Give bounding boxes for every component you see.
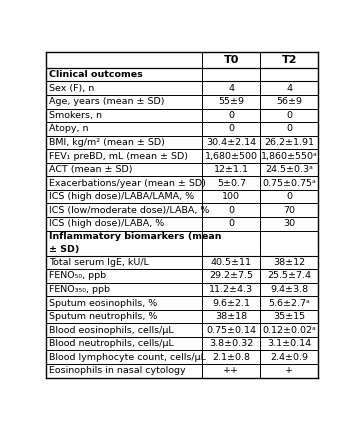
Text: T2: T2 (282, 55, 297, 65)
Text: 1,860±550ᵃ: 1,860±550ᵃ (261, 151, 318, 161)
Text: 55±9: 55±9 (218, 97, 244, 106)
Text: 5±0.7: 5±0.7 (217, 178, 246, 187)
Text: 5.6±2.7ᵃ: 5.6±2.7ᵃ (268, 298, 310, 308)
Text: 0.12±0.02ᵃ: 0.12±0.02ᵃ (262, 326, 316, 334)
Text: Age, years (mean ± SD): Age, years (mean ± SD) (49, 97, 164, 106)
Text: FEV₁ preBD, mL (mean ± SD): FEV₁ preBD, mL (mean ± SD) (49, 151, 188, 161)
Text: Total serum IgE, kU/L: Total serum IgE, kU/L (49, 258, 149, 267)
Text: 56±9: 56±9 (276, 97, 302, 106)
Text: 2.1±0.8: 2.1±0.8 (212, 353, 250, 362)
Text: Exacerbations/year (mean ± SD): Exacerbations/year (mean ± SD) (49, 178, 206, 187)
Text: Eosinophils in nasal cytology: Eosinophils in nasal cytology (49, 366, 186, 375)
Text: Blood neutrophils, cells/μL: Blood neutrophils, cells/μL (49, 339, 174, 348)
Text: 30: 30 (283, 219, 295, 228)
Text: 0: 0 (286, 125, 292, 133)
Text: 40.5±11: 40.5±11 (211, 258, 252, 267)
Text: 70: 70 (283, 206, 295, 215)
Text: 3.8±0.32: 3.8±0.32 (209, 339, 253, 348)
Text: ++: ++ (223, 366, 239, 375)
Text: 0: 0 (286, 111, 292, 120)
Text: 1,680±500: 1,680±500 (205, 151, 258, 161)
Text: 24.5±0.3ᵃ: 24.5±0.3ᵃ (265, 165, 313, 174)
Text: Sex (F), n: Sex (F), n (49, 84, 94, 93)
Text: ICS (high dose)/LABA, %: ICS (high dose)/LABA, % (49, 219, 164, 228)
Text: 2.4±0.9: 2.4±0.9 (270, 353, 308, 362)
Text: 0.75±0.14: 0.75±0.14 (206, 326, 256, 334)
Text: 0.75±0.75ᵃ: 0.75±0.75ᵃ (262, 178, 316, 187)
Text: 30.4±2.14: 30.4±2.14 (206, 138, 256, 147)
Text: 12±1.1: 12±1.1 (214, 165, 249, 174)
Text: 9.6±2.1: 9.6±2.1 (212, 298, 250, 308)
Text: T0: T0 (224, 55, 239, 65)
Text: +: + (285, 366, 293, 375)
Text: 3.1±0.14: 3.1±0.14 (267, 339, 311, 348)
Text: 0: 0 (228, 219, 234, 228)
Text: 38±12: 38±12 (273, 258, 305, 267)
Text: Inflammatory biomarkers (mean: Inflammatory biomarkers (mean (49, 232, 222, 241)
Text: 4: 4 (286, 84, 292, 93)
Text: ± SD): ± SD) (49, 245, 80, 254)
Text: 11.2±4.3: 11.2±4.3 (209, 285, 253, 294)
Text: Atopy, n: Atopy, n (49, 125, 88, 133)
Text: FENO₃₅₀, ppb: FENO₃₅₀, ppb (49, 285, 110, 294)
Text: Sputum neutrophils, %: Sputum neutrophils, % (49, 312, 157, 321)
Text: 38±18: 38±18 (215, 312, 247, 321)
Text: 0: 0 (228, 125, 234, 133)
Text: ICS (low/moderate dose)/LABA, %: ICS (low/moderate dose)/LABA, % (49, 206, 209, 215)
Text: ICS (high dose)/LABA/LAMA, %: ICS (high dose)/LABA/LAMA, % (49, 192, 194, 201)
Text: 4: 4 (228, 84, 234, 93)
Text: Sputum eosinophils, %: Sputum eosinophils, % (49, 298, 157, 308)
Text: FENO₅₀, ppb: FENO₅₀, ppb (49, 272, 106, 280)
Text: BMI, kg/m² (mean ± SD): BMI, kg/m² (mean ± SD) (49, 138, 165, 147)
Text: Blood lymphocyte count, cells/μL: Blood lymphocyte count, cells/μL (49, 353, 206, 362)
Text: 35±15: 35±15 (273, 312, 305, 321)
Text: 26.2±1.91: 26.2±1.91 (264, 138, 314, 147)
Text: Blood eosinophils, cells/μL: Blood eosinophils, cells/μL (49, 326, 174, 334)
Text: Smokers, n: Smokers, n (49, 111, 102, 120)
Text: ACT (mean ± SD): ACT (mean ± SD) (49, 165, 132, 174)
Text: 0: 0 (286, 192, 292, 201)
Text: 9.4±3.8: 9.4±3.8 (270, 285, 308, 294)
Text: 0: 0 (228, 206, 234, 215)
Text: 25.5±7.4: 25.5±7.4 (267, 272, 311, 280)
Text: Clinical outcomes: Clinical outcomes (49, 70, 143, 79)
Text: 29.2±7.5: 29.2±7.5 (209, 272, 253, 280)
Text: 0: 0 (228, 111, 234, 120)
Text: 100: 100 (222, 192, 240, 201)
